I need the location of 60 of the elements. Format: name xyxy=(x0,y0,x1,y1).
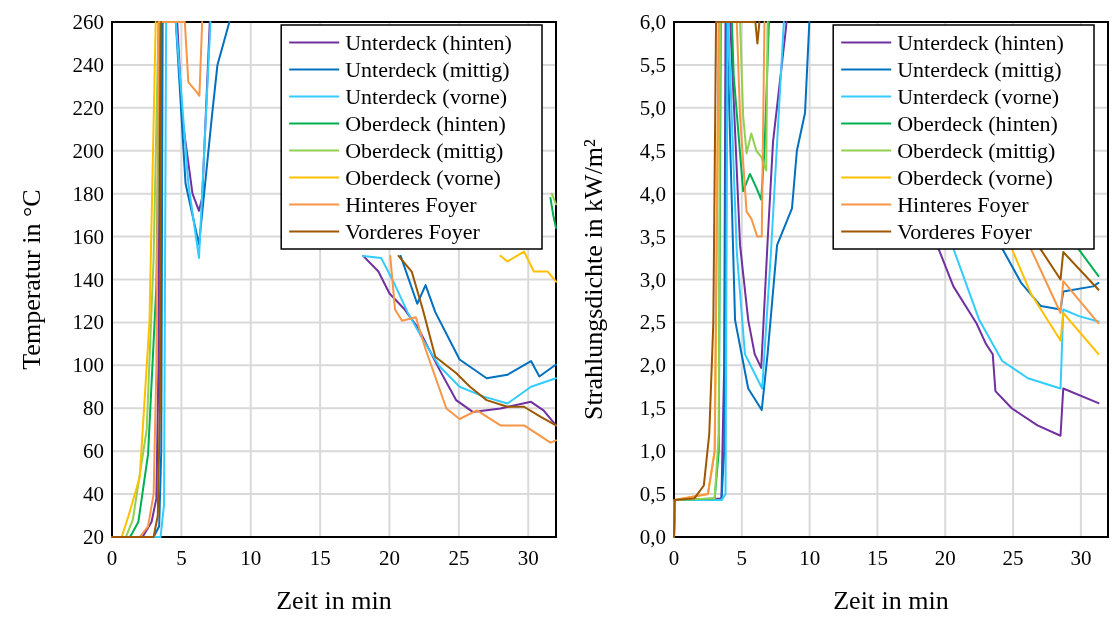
legend-label: Oberdeck (mittig) xyxy=(897,137,1056,163)
x-axis-title: Zeit in min xyxy=(833,586,949,615)
y-tick-label: 240 xyxy=(72,52,104,77)
y-tick-label: 2,5 xyxy=(639,310,666,335)
y-tick-label: 220 xyxy=(72,95,104,120)
y-tick-label: 60 xyxy=(83,439,104,464)
x-tick-label: 5 xyxy=(736,546,748,570)
y-axis-title: Temperatur in °C xyxy=(17,189,46,370)
y-tick-label: 4,0 xyxy=(639,181,666,206)
x-tick-label: 25 xyxy=(448,546,470,570)
y-tick-label: 5,0 xyxy=(639,95,666,120)
x-tick-label: 30 xyxy=(1070,546,1092,570)
x-tick-label: 25 xyxy=(1002,546,1024,570)
legend-label: Oberdeck (vorne) xyxy=(345,164,501,190)
y-tick-label: 180 xyxy=(72,181,104,206)
y-tick-label: 20 xyxy=(83,525,104,549)
y-tick-label: 5,5 xyxy=(639,52,666,77)
x-tick-label: 30 xyxy=(517,546,539,570)
legend-label: Vorderes Foyer xyxy=(897,218,1033,244)
y-tick-label: 0,5 xyxy=(639,482,666,507)
x-tick-label: 20 xyxy=(379,546,400,570)
y-tick-label: 160 xyxy=(72,224,104,249)
y-tick-label: 80 xyxy=(83,396,104,421)
legend-label: Hinteres Foyer xyxy=(345,191,478,217)
legend-label: Hinteres Foyer xyxy=(897,191,1030,217)
x-tick-label: 5 xyxy=(176,546,187,570)
y-tick-label: 0,0 xyxy=(639,525,666,549)
y-tick-label: 200 xyxy=(72,138,104,163)
y-tick-label: 40 xyxy=(83,482,104,507)
legend-label: Oberdeck (mittig) xyxy=(345,137,504,163)
legend-label: Unterdeck (vorne) xyxy=(897,83,1060,109)
x-tick-label: 10 xyxy=(240,546,262,570)
legend-label: Oberdeck (hinten) xyxy=(345,110,506,136)
legend-label: Unterdeck (vorne) xyxy=(345,83,508,109)
x-tick-label: 0 xyxy=(106,546,118,570)
y-tick-label: 100 xyxy=(72,353,104,378)
x-axis-title: Zeit in min xyxy=(276,586,392,615)
x-tick-label: 15 xyxy=(309,546,331,570)
x-tick-label: 15 xyxy=(866,546,888,570)
y-tick-label: 140 xyxy=(72,267,104,292)
legend-label: Vorderes Foyer xyxy=(345,218,481,244)
y-tick-label: 3,5 xyxy=(639,224,666,249)
legend-label: Unterdeck (mittig) xyxy=(897,56,1062,82)
y-tick-label: 2,0 xyxy=(639,353,666,378)
y-tick-label: 6,0 xyxy=(639,10,666,34)
legend-label: Oberdeck (vorne) xyxy=(897,164,1053,190)
y-tick-label: 1,0 xyxy=(639,439,666,464)
y-axis-title: Strahlungsdichte in kW/m² xyxy=(579,138,608,420)
legend-label: Unterdeck (hinten) xyxy=(897,29,1064,55)
legend-label: Oberdeck (hinten) xyxy=(897,110,1058,136)
y-tick-label: 3,0 xyxy=(639,267,666,292)
y-tick-label: 260 xyxy=(72,10,104,34)
x-tick-label: 20 xyxy=(934,546,956,570)
x-tick-label: 10 xyxy=(799,546,821,570)
legend-label: Unterdeck (mittig) xyxy=(345,56,510,82)
y-tick-label: 4,5 xyxy=(639,138,666,163)
legend-label: Unterdeck (hinten) xyxy=(345,29,512,55)
y-tick-label: 1,5 xyxy=(639,396,666,421)
x-tick-label: 0 xyxy=(668,546,680,570)
y-tick-label: 120 xyxy=(72,310,104,335)
